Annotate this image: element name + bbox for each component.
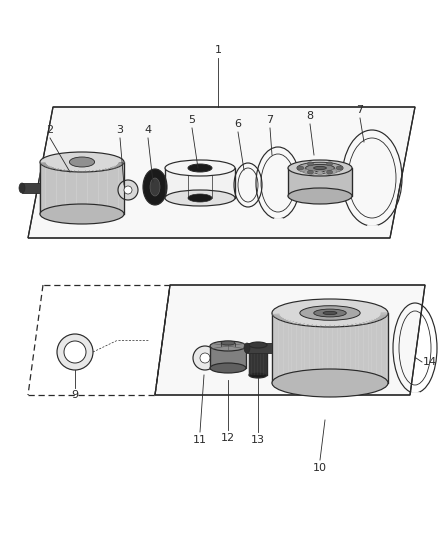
Ellipse shape (165, 160, 235, 176)
Ellipse shape (69, 157, 95, 167)
Ellipse shape (336, 166, 342, 170)
FancyBboxPatch shape (22, 183, 40, 193)
Ellipse shape (288, 160, 352, 176)
Ellipse shape (165, 190, 235, 206)
Ellipse shape (221, 341, 235, 345)
Text: 11: 11 (193, 435, 207, 445)
Text: 4: 4 (145, 125, 152, 135)
Ellipse shape (193, 346, 217, 370)
Ellipse shape (210, 341, 246, 351)
Ellipse shape (299, 168, 305, 172)
Ellipse shape (210, 363, 246, 373)
Ellipse shape (323, 311, 337, 314)
Ellipse shape (200, 353, 210, 363)
Ellipse shape (249, 342, 267, 348)
Ellipse shape (314, 166, 326, 169)
Ellipse shape (272, 299, 388, 327)
Ellipse shape (336, 166, 342, 170)
Polygon shape (249, 345, 267, 375)
Text: 14: 14 (423, 357, 437, 367)
Polygon shape (288, 168, 352, 196)
Polygon shape (28, 107, 415, 238)
Ellipse shape (317, 171, 323, 175)
Ellipse shape (335, 168, 341, 172)
Ellipse shape (143, 169, 167, 205)
Text: 1: 1 (215, 45, 222, 55)
Text: 2: 2 (46, 125, 53, 135)
Polygon shape (165, 168, 235, 198)
Ellipse shape (57, 334, 93, 370)
Ellipse shape (325, 171, 330, 174)
Text: 13: 13 (251, 435, 265, 445)
Ellipse shape (188, 194, 212, 202)
Ellipse shape (188, 164, 212, 172)
Ellipse shape (310, 171, 316, 174)
Text: 7: 7 (357, 105, 364, 115)
Ellipse shape (40, 204, 124, 224)
Ellipse shape (19, 183, 25, 193)
Text: 12: 12 (221, 433, 235, 443)
Text: 5: 5 (188, 115, 195, 125)
Ellipse shape (150, 178, 160, 196)
Text: 7: 7 (266, 115, 274, 125)
FancyBboxPatch shape (247, 343, 272, 353)
Ellipse shape (297, 162, 343, 174)
Polygon shape (155, 285, 425, 395)
Text: 6: 6 (234, 119, 241, 129)
Ellipse shape (244, 343, 250, 353)
Text: 8: 8 (307, 111, 314, 121)
Ellipse shape (272, 369, 388, 397)
Polygon shape (272, 313, 388, 383)
Ellipse shape (249, 372, 267, 378)
Ellipse shape (307, 170, 314, 174)
Ellipse shape (307, 162, 314, 166)
Ellipse shape (298, 166, 304, 170)
Text: 9: 9 (71, 390, 78, 400)
Text: 3: 3 (117, 125, 124, 135)
Ellipse shape (331, 169, 336, 173)
Polygon shape (40, 162, 124, 214)
Ellipse shape (288, 188, 352, 204)
Ellipse shape (40, 152, 124, 172)
Ellipse shape (306, 164, 334, 172)
Ellipse shape (314, 309, 346, 317)
Ellipse shape (327, 162, 332, 166)
Ellipse shape (304, 169, 309, 173)
Text: 10: 10 (313, 463, 327, 473)
Polygon shape (210, 346, 246, 368)
Ellipse shape (327, 170, 332, 174)
Ellipse shape (300, 306, 360, 320)
Ellipse shape (64, 341, 86, 363)
Ellipse shape (118, 180, 138, 200)
Ellipse shape (124, 186, 132, 194)
